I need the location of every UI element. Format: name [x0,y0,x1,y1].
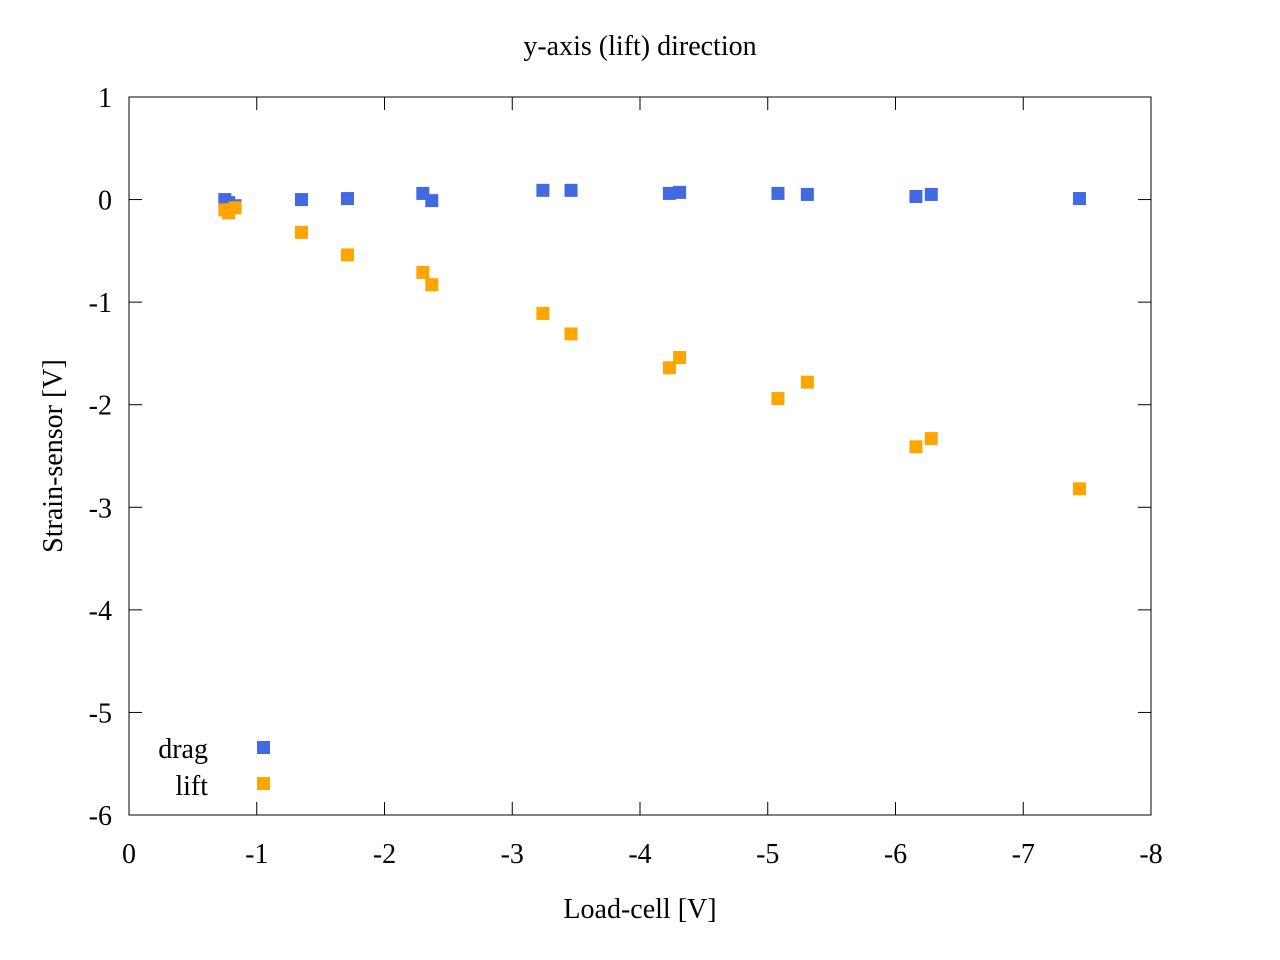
data-point-drag [909,189,923,203]
x-tick-label: -1 [245,839,268,870]
data-point-drag [1072,192,1086,206]
data-point-lift [800,375,814,389]
data-series [218,183,1086,496]
data-point-lift [564,327,578,341]
legend: drag lift [158,734,270,802]
data-point-lift [1072,482,1086,496]
y-tick-label: -1 [89,288,112,319]
y-tick-label: -5 [89,698,112,729]
y-tick-label: -4 [89,596,112,627]
chart-title: y-axis (lift) direction [523,31,756,62]
series-drag [218,183,1086,213]
data-point-drag [536,183,550,197]
legend-marker-lift [257,777,270,790]
x-tick-label: -5 [756,839,779,870]
data-point-lift [416,265,430,279]
x-tick-label: -2 [373,839,396,870]
y-axis-label: Strain-sensor [V] [38,359,69,553]
data-point-lift [294,225,308,239]
y-axis-ticks [129,199,1151,713]
y-tick-label: 1 [98,83,112,114]
y-tick-label: -6 [89,801,112,832]
legend-label-drag: drag [158,734,208,765]
data-point-lift [771,392,785,406]
data-point-lift [909,440,923,454]
data-point-lift [924,432,938,446]
y-tick-label: -2 [89,391,112,422]
data-point-drag [771,186,785,200]
data-point-drag [800,187,814,201]
data-point-drag [924,187,938,201]
legend-marker-drag [257,741,270,754]
data-point-drag [564,183,578,197]
x-axis-label: Load-cell [V] [563,894,716,925]
x-axis-tick-labels: 0 -1 -2 -3 -4 -5 -6 -7 -8 [122,839,1163,870]
y-tick-label: 0 [98,186,112,217]
data-point-drag [425,194,439,208]
data-point-drag [662,186,676,200]
data-point-lift [228,201,242,215]
data-point-lift [662,361,676,375]
x-tick-label: -6 [884,839,907,870]
data-point-drag [340,192,354,206]
legend-label-lift: lift [175,771,208,802]
data-point-lift [536,306,550,320]
x-axis-ticks [256,97,1024,815]
x-tick-label: -4 [628,839,651,870]
x-tick-label: -7 [1012,839,1035,870]
data-point-lift [425,278,439,292]
y-axis-tick-labels: 1 0 -1 -2 -3 -4 -5 -6 [89,83,112,832]
data-point-lift [673,351,687,365]
y-tick-label: -3 [89,493,112,524]
x-tick-label: -8 [1139,839,1162,870]
x-tick-label: -3 [501,839,524,870]
data-point-drag [294,193,308,207]
series-lift [218,201,1086,496]
x-tick-label: 0 [122,839,136,870]
data-point-drag [673,185,687,199]
plot-area-border [128,96,1152,816]
data-point-lift [340,248,354,262]
